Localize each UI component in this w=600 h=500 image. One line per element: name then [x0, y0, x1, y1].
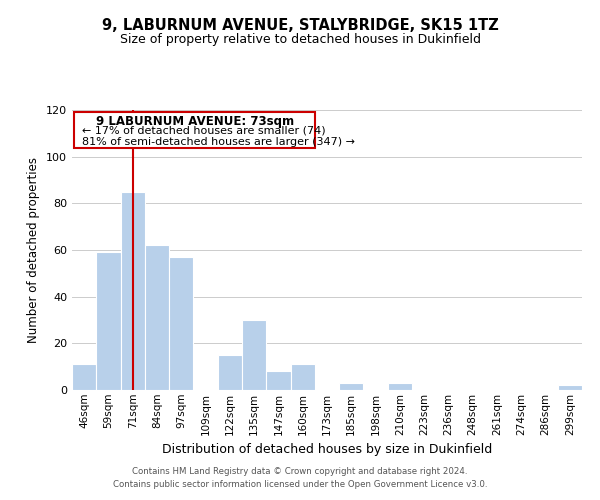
Bar	[72, 364, 96, 390]
Text: 9, LABURNUM AVENUE, STALYBRIDGE, SK15 1TZ: 9, LABURNUM AVENUE, STALYBRIDGE, SK15 1T…	[101, 18, 499, 32]
Bar	[145, 246, 169, 390]
Text: Contains HM Land Registry data © Crown copyright and database right 2024.: Contains HM Land Registry data © Crown c…	[132, 467, 468, 476]
Bar	[266, 372, 290, 390]
Bar	[290, 364, 315, 390]
Bar	[169, 257, 193, 390]
FancyBboxPatch shape	[74, 112, 315, 148]
Text: ← 17% of detached houses are smaller (74): ← 17% of detached houses are smaller (74…	[82, 125, 325, 135]
Bar	[339, 383, 364, 390]
Bar	[121, 192, 145, 390]
Text: 9 LABURNUM AVENUE: 73sqm: 9 LABURNUM AVENUE: 73sqm	[95, 115, 294, 128]
Text: Contains public sector information licensed under the Open Government Licence v3: Contains public sector information licen…	[113, 480, 487, 489]
Bar	[558, 386, 582, 390]
X-axis label: Distribution of detached houses by size in Dukinfield: Distribution of detached houses by size …	[162, 443, 492, 456]
Y-axis label: Number of detached properties: Number of detached properties	[28, 157, 40, 343]
Text: Size of property relative to detached houses in Dukinfield: Size of property relative to detached ho…	[119, 32, 481, 46]
Bar	[96, 252, 121, 390]
Bar	[218, 355, 242, 390]
Bar	[242, 320, 266, 390]
Bar	[388, 383, 412, 390]
Text: 81% of semi-detached houses are larger (347) →: 81% of semi-detached houses are larger (…	[82, 137, 355, 147]
